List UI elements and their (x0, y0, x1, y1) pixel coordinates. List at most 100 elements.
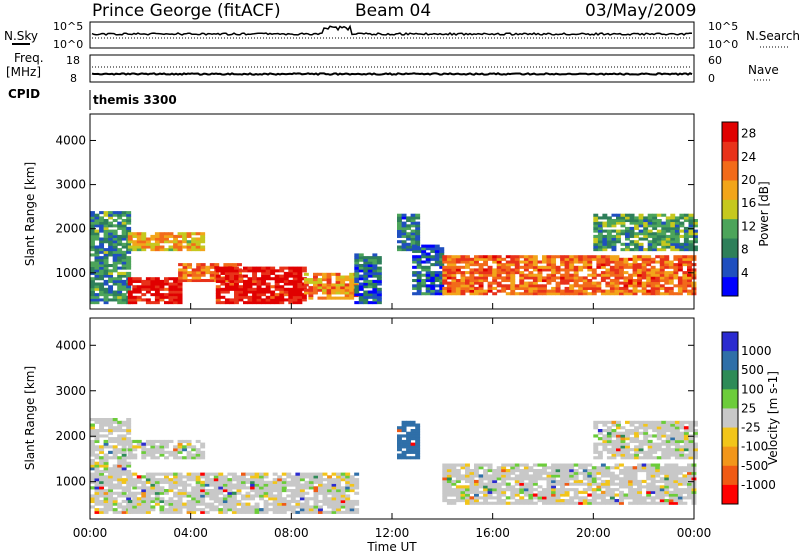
echo-cell (268, 502, 274, 506)
echo-cell (665, 240, 671, 244)
echo-cell (439, 292, 445, 296)
echo-cell (619, 265, 624, 269)
echo-cell (632, 499, 638, 503)
echo-cell (263, 483, 269, 487)
echo-cell (132, 279, 138, 283)
echo-cell (564, 479, 570, 484)
echo-cell (682, 276, 688, 280)
echo-cell (177, 232, 183, 236)
echo-cell (614, 499, 620, 503)
echo-cell (510, 268, 516, 272)
echo-cell (647, 439, 653, 444)
echo-cell (501, 276, 507, 280)
echo-cell (514, 255, 520, 259)
echo-cell (661, 242, 667, 246)
echo-cell (335, 296, 341, 300)
echo-cell (132, 445, 138, 449)
echo-cell (94, 431, 100, 435)
echo-cell (397, 245, 402, 249)
echo-cell (578, 501, 584, 505)
echo-cell (177, 478, 183, 482)
echo-cell (673, 501, 679, 505)
echo-cell (178, 271, 184, 275)
echo-cell (641, 255, 647, 259)
echo-cell (632, 488, 638, 492)
echo-cell (126, 250, 132, 254)
echo-cell (263, 508, 269, 512)
echo-cell (687, 463, 692, 467)
echo-cell (290, 480, 296, 484)
echo-cell (195, 491, 201, 495)
echo-cell (487, 479, 493, 484)
echo-cell (442, 474, 448, 478)
echo-cell (573, 279, 579, 283)
echo-cell (551, 273, 557, 277)
echo-cell (406, 434, 412, 438)
echo-cell (687, 493, 692, 497)
echo-cell (528, 474, 534, 478)
echo-cell (564, 257, 570, 261)
echo-cell (523, 466, 529, 470)
echo-cell (317, 296, 323, 300)
echo-cell (623, 469, 629, 473)
echo-cell (126, 420, 132, 424)
echo-cell (150, 508, 156, 512)
echo-cell (322, 278, 327, 282)
echo-cell (659, 284, 665, 288)
echo-cell (652, 450, 658, 454)
echo-cell (112, 453, 118, 457)
echo-cell (519, 265, 525, 269)
echo-cell (410, 448, 416, 452)
echo-cell (602, 216, 608, 220)
echo-cell (634, 453, 640, 457)
echo-cell (283, 271, 289, 275)
echo-cell (241, 497, 246, 501)
echo-cell (546, 490, 552, 494)
echo-cell (659, 490, 665, 494)
echo-cell (668, 281, 674, 285)
echo-cell (327, 486, 333, 490)
echo-cell (127, 293, 133, 297)
echo-cell (425, 265, 431, 269)
echo-cell (150, 237, 156, 241)
echo-cell (596, 263, 602, 267)
echo-cell (236, 508, 242, 512)
echo-cell (99, 478, 105, 482)
echo-cell (126, 426, 132, 430)
echo-cell (514, 257, 520, 261)
echo-cell (542, 471, 547, 475)
echo-cell (668, 479, 674, 484)
echo-cell (434, 284, 440, 288)
echo-cell (103, 475, 109, 479)
echo-cell (141, 494, 147, 498)
echo-cell (421, 252, 427, 256)
echo-cell (555, 463, 561, 467)
echo-cell (643, 224, 649, 228)
echo-cell (173, 245, 179, 249)
echo-cell (505, 268, 511, 272)
echo-cell (349, 486, 355, 490)
echo-cell (619, 501, 624, 505)
echo-cell (564, 474, 570, 478)
echo-cell (204, 483, 210, 487)
echo-cell (638, 426, 644, 430)
echo-cell (605, 273, 611, 277)
echo-cell (668, 286, 674, 290)
freq-unit: [MHz] (6, 65, 41, 79)
echo-cell (236, 499, 242, 504)
echo-cell (593, 426, 599, 430)
echo-cell (528, 281, 534, 285)
echo-cell (121, 245, 127, 249)
echo-cell (121, 285, 127, 289)
echo-cell (600, 501, 606, 505)
echo-cell (560, 255, 566, 259)
echo-cell (308, 472, 314, 476)
echo-cell (154, 456, 160, 460)
echo-cell (331, 291, 337, 295)
echo-cell (596, 493, 602, 497)
echo-cell (349, 510, 355, 514)
echo-cell (693, 445, 698, 449)
echo-cell (127, 240, 133, 244)
echo-cell (659, 286, 665, 290)
